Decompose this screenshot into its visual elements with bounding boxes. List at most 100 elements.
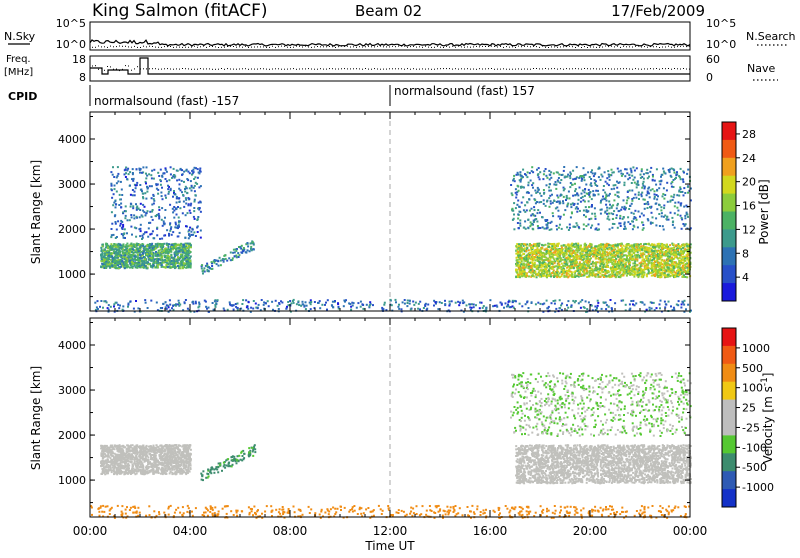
scatter-point	[132, 180, 134, 182]
scatter-point	[150, 257, 152, 259]
scatter-point	[667, 276, 669, 278]
scatter-point	[142, 193, 144, 195]
scatter-point	[181, 256, 183, 258]
scatter-point	[167, 255, 169, 257]
scatter-point	[568, 276, 570, 278]
scatter-point	[559, 256, 561, 258]
scatter-point	[192, 234, 194, 236]
scatter-point	[148, 227, 150, 229]
nave-point	[122, 69, 123, 70]
scatter-point	[516, 243, 518, 245]
scatter-point	[627, 243, 629, 245]
scatter-point	[600, 174, 602, 176]
scatter-point	[161, 219, 163, 221]
scatter-point	[613, 199, 615, 201]
scatter-point	[124, 217, 126, 219]
nsearch-point	[416, 47, 417, 48]
scatter-point	[184, 188, 186, 190]
scatter-point	[637, 256, 639, 258]
scatter-point	[606, 260, 608, 262]
nave-point	[212, 69, 213, 70]
scatter-point	[608, 275, 610, 277]
nsearch-point	[308, 47, 309, 48]
scatter-point	[119, 225, 121, 227]
nave-point	[494, 69, 495, 70]
nsearch-point	[494, 46, 495, 47]
scatter-point	[565, 263, 567, 265]
scatter-point	[562, 271, 564, 273]
scatter-point	[185, 267, 187, 269]
scatter-point	[188, 229, 190, 231]
scatter-point	[570, 250, 572, 252]
nsearch-point	[545, 47, 546, 48]
scatter-point	[670, 264, 672, 266]
scatter-point	[140, 230, 142, 232]
nsearch-point	[626, 46, 627, 47]
scatter-point	[158, 206, 160, 208]
cpid-panel: CPID normalsound (fast) -157 normalsound…	[8, 84, 535, 108]
nsearch-point	[224, 47, 225, 48]
scatter-point	[177, 256, 179, 258]
scatter-point	[683, 252, 685, 254]
scatter-point	[169, 222, 171, 224]
scatter-point	[549, 206, 551, 208]
scatter-point	[667, 270, 669, 272]
nsearch-point	[236, 47, 237, 48]
scatter-point	[119, 199, 121, 201]
scatter-point	[542, 266, 544, 268]
nsearch-point	[344, 46, 345, 47]
scatter-point	[164, 259, 166, 261]
scatter-point	[192, 229, 194, 231]
nave-point	[101, 68, 102, 69]
scatter-point	[176, 260, 178, 262]
scatter-point	[196, 219, 198, 221]
scatter-point	[680, 263, 682, 265]
nsearch-point	[410, 46, 411, 47]
scatter-point	[550, 171, 552, 173]
scatter-point	[553, 266, 555, 268]
scatter-point	[584, 254, 586, 256]
scatter-point	[178, 179, 180, 181]
nsearch-point	[161, 47, 162, 48]
scatter-point	[605, 256, 607, 258]
scatter-point	[545, 244, 547, 246]
scatter-point	[606, 263, 608, 265]
scatter-point	[159, 254, 161, 256]
scatter-point	[130, 226, 132, 228]
scatter-point	[115, 223, 117, 225]
nave-point	[515, 69, 516, 70]
scatter-point	[194, 167, 196, 169]
scatter-point	[531, 254, 533, 256]
nsearch-point	[458, 46, 459, 47]
scatter-point	[636, 246, 638, 248]
scatter-point	[566, 260, 568, 262]
scatter-point	[537, 243, 539, 245]
scatter-point	[153, 203, 155, 205]
nsearch-point	[686, 46, 687, 47]
scatter-point	[662, 270, 664, 272]
nave-point	[512, 69, 513, 70]
nave-point	[575, 68, 576, 69]
scatter-point	[551, 263, 553, 265]
nave-point	[587, 68, 588, 69]
scatter-point	[128, 173, 130, 175]
scatter-point	[586, 246, 588, 248]
scatter-point	[603, 254, 605, 256]
scatter-point	[617, 263, 619, 265]
nave-point	[308, 68, 309, 69]
scatter-point	[124, 169, 126, 171]
nsearch-point	[332, 46, 333, 47]
scatter-point	[147, 187, 149, 189]
nave-point	[542, 68, 543, 69]
scatter-point	[551, 245, 553, 247]
scatter-point	[102, 252, 104, 254]
scatter-point	[157, 264, 159, 266]
scatter-point	[550, 276, 552, 278]
scatter-point	[527, 171, 529, 173]
nave-point	[203, 69, 204, 70]
scatter-point	[137, 248, 139, 250]
nsearch-point	[287, 47, 288, 48]
scatter-point	[161, 262, 163, 264]
nave-point	[200, 68, 201, 69]
scatter-point	[632, 179, 634, 181]
